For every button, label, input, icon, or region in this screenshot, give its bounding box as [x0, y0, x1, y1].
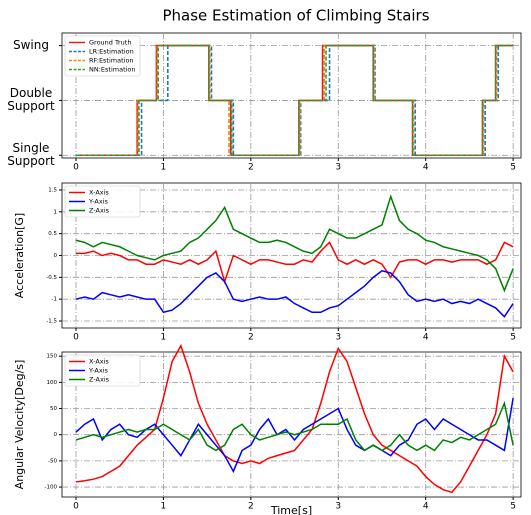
series-line	[75, 44, 514, 157]
series-line	[75, 194, 514, 293]
legend-label: Z-Axis	[89, 376, 110, 384]
x-axis-label: Time[s]	[270, 504, 312, 515]
x-tick-label: 4	[423, 333, 429, 343]
x-tick-label: 2	[248, 333, 254, 343]
legend: Ground TruthLR:EstimationRF:EstimationNN…	[64, 35, 141, 77]
series-line	[75, 397, 514, 474]
x-tick-label: 3	[335, 502, 341, 512]
y-tick-label: 0	[54, 432, 58, 438]
y-tick-label: -1.5	[46, 319, 57, 325]
y-tick-label: -50	[48, 458, 57, 464]
chart-title: Phase Estimation of Climbing Stairs	[162, 7, 429, 25]
y-tick-label: Double Support	[7, 86, 55, 114]
x-tick-label: 1	[161, 333, 167, 343]
x-tick-label: 4	[423, 502, 429, 512]
legend-label: Y-Axis	[88, 367, 109, 375]
legend-label: X-Axis	[89, 189, 109, 197]
y-tick-label: 1.5	[48, 187, 57, 193]
y-tick-label: -0.5	[46, 275, 57, 281]
x-tick-label: 3	[335, 333, 341, 343]
x-tick-label: 5	[510, 502, 516, 512]
y-tick-label: 100	[47, 380, 58, 386]
y-tick-label: 0.5	[48, 231, 57, 237]
y-tick-label: 1	[54, 209, 58, 215]
y-axis-label: Angular Velocity[Deg/s]	[13, 360, 26, 490]
x-tick-label: 4	[423, 163, 429, 173]
x-tick-label: 0	[73, 333, 79, 343]
y-tick-label: -1	[52, 297, 57, 303]
y-tick-label: 0	[54, 253, 58, 259]
series-line	[75, 269, 514, 318]
y-tick-label: 150	[47, 354, 58, 360]
x-tick-label: 1	[161, 163, 167, 173]
x-tick-label: 2	[248, 163, 254, 173]
legend-label: Z-Axis	[89, 207, 110, 215]
legend-box	[64, 185, 141, 218]
legend-label: NN:Estimation	[89, 66, 136, 74]
y-tick-label: -100	[45, 485, 58, 491]
x-tick-label: 5	[510, 333, 516, 343]
legend-label: Ground Truth	[89, 39, 131, 47]
x-tick-label: 0	[73, 502, 79, 512]
legend-label: Y-Axis	[88, 198, 109, 206]
y-tick-label: Swing	[13, 38, 49, 53]
series-line	[75, 343, 514, 494]
y-tick-label: 50	[50, 406, 57, 412]
x-tick-label: 0	[73, 163, 79, 173]
x-tick-label: 5	[510, 163, 516, 173]
series-line	[75, 400, 514, 452]
y-axis-label: Acceleration[G]	[13, 213, 26, 298]
legend-label: X-Axis	[89, 358, 109, 366]
legend-label: RF:Estimation	[89, 57, 134, 65]
legend-box	[64, 354, 141, 387]
series-line	[75, 241, 514, 285]
legend-label: LR:Estimation	[89, 48, 134, 56]
legend-box	[64, 35, 141, 77]
x-tick-label: 3	[335, 163, 341, 173]
x-tick-label: 2	[248, 502, 254, 512]
x-tick-label: 1	[161, 502, 167, 512]
y-tick-label: Single Support	[7, 141, 55, 169]
